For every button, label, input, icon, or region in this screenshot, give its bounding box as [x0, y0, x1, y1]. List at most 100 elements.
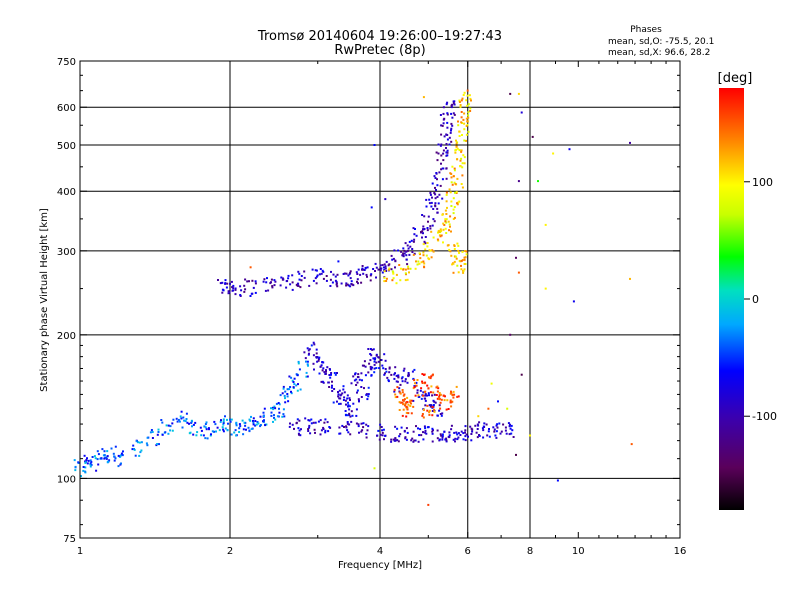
- echo-point: [409, 399, 412, 402]
- echo-point: [297, 284, 300, 287]
- echo-point: [254, 282, 257, 285]
- echo-point: [343, 426, 345, 428]
- echo-point: [404, 272, 407, 275]
- echo-point: [446, 399, 449, 402]
- echo-point: [307, 428, 310, 431]
- echo-point: [330, 270, 332, 273]
- axis-ticks: 1 2 4 6 8 10 16 75 100 200 300 400 500 600 750: [57, 57, 686, 557]
- echo-point: [445, 147, 447, 149]
- colorbar-ticks: 100 0 -100: [744, 176, 777, 423]
- echo-point: [339, 402, 342, 405]
- echo-point: [417, 394, 420, 397]
- echo-point: [399, 392, 402, 395]
- echo-point: [482, 425, 485, 428]
- echo-point: [317, 420, 320, 423]
- echo-point: [405, 405, 408, 408]
- echo-point: [293, 377, 296, 380]
- echo-point: [279, 394, 282, 397]
- echo-point: [307, 349, 310, 352]
- echo-point: [467, 111, 470, 114]
- echo-point: [423, 215, 426, 218]
- echo-point: [460, 259, 463, 262]
- echo-point: [349, 271, 352, 274]
- echo-point: [298, 368, 301, 371]
- scatter-point: [427, 503, 430, 506]
- scatter-point: [556, 479, 559, 482]
- echo-point: [445, 221, 448, 224]
- echo-point: [453, 169, 456, 172]
- echo-point: [478, 421, 481, 424]
- echo-point: [466, 104, 469, 107]
- echo-point: [334, 279, 337, 282]
- echo-point: [462, 94, 465, 96]
- echo-point: [361, 267, 364, 270]
- echo-point: [352, 375, 355, 378]
- echo-point: [414, 267, 417, 270]
- echo-point: [97, 453, 100, 456]
- echo-point: [421, 230, 424, 233]
- echo-point: [461, 134, 463, 136]
- echo-point: [434, 177, 437, 179]
- echo-point: [443, 430, 446, 433]
- echo-point: [420, 387, 423, 390]
- echo-point: [396, 380, 399, 383]
- echo-point: [390, 440, 393, 443]
- echo-point: [507, 422, 510, 425]
- echo-point: [509, 427, 512, 430]
- echo-point: [429, 249, 432, 252]
- echo-point: [427, 257, 430, 260]
- echo-point: [77, 461, 80, 464]
- echo-point: [372, 268, 375, 270]
- echo-point: [449, 191, 452, 194]
- echo-point: [329, 285, 332, 287]
- echo-point: [396, 427, 399, 430]
- echo-point: [383, 263, 386, 266]
- x-tick-label: 2: [227, 546, 233, 557]
- echo-point: [457, 271, 460, 274]
- echo-point: [357, 398, 360, 401]
- colorbar-tick-label: -100: [752, 410, 777, 423]
- echo-point: [469, 110, 472, 112]
- echo-point: [445, 213, 448, 215]
- echo-point: [436, 211, 439, 214]
- echo-point: [464, 435, 467, 438]
- echo-point: [482, 436, 485, 439]
- echo-point: [120, 462, 122, 465]
- echo-point: [398, 391, 401, 394]
- echo-point: [403, 393, 406, 396]
- echo-point: [272, 406, 274, 409]
- echo-point: [444, 438, 447, 441]
- echo-point: [359, 273, 362, 276]
- echo-point: [456, 203, 459, 206]
- echo-point: [395, 282, 398, 285]
- echo-point: [438, 409, 441, 412]
- echo-point: [375, 266, 378, 269]
- echo-point: [211, 430, 214, 433]
- echo-point: [496, 426, 499, 429]
- echo-point: [449, 225, 451, 228]
- echo-point: [316, 274, 319, 277]
- echo-point: [405, 411, 408, 414]
- echo-point: [450, 428, 453, 431]
- echo-point: [297, 360, 300, 363]
- echo-point: [318, 273, 321, 276]
- echo-point: [395, 380, 398, 383]
- echo-point: [336, 400, 338, 403]
- echo-point: [384, 372, 386, 375]
- echo-point: [298, 433, 300, 436]
- echo-point: [179, 415, 182, 418]
- echo-point: [396, 439, 399, 442]
- echo-point: [444, 218, 447, 221]
- echo-point: [422, 260, 425, 263]
- echo-point: [379, 433, 382, 436]
- echo-point: [265, 281, 268, 284]
- echo-point: [343, 391, 346, 394]
- echo-point: [439, 228, 442, 231]
- echo-point: [423, 397, 426, 400]
- echo-point: [438, 394, 441, 397]
- echo-point: [422, 438, 425, 441]
- echo-point: [392, 438, 395, 441]
- echo-point: [254, 420, 257, 422]
- echo-point: [312, 354, 315, 357]
- echo-point: [233, 431, 236, 434]
